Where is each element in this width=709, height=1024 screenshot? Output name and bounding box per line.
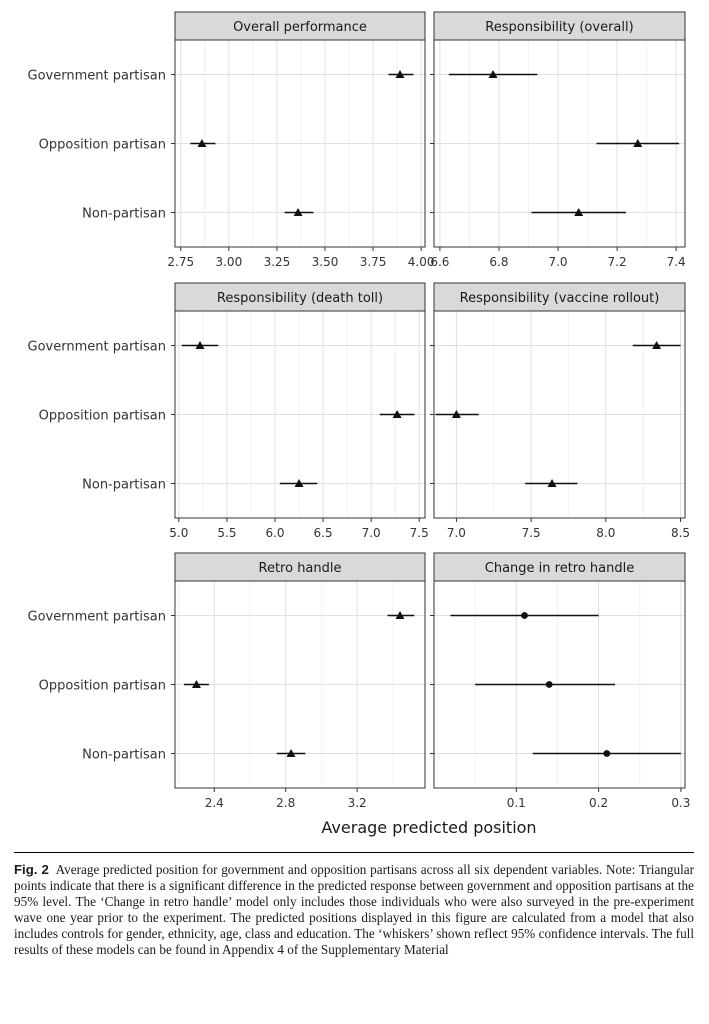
x-tick-label: 7.2: [608, 255, 627, 269]
category-label: Opposition partisan: [39, 409, 166, 424]
x-tick-label: 5.5: [217, 526, 236, 540]
facet-title: Responsibility (overall): [485, 20, 633, 35]
category-label: Government partisan: [28, 340, 166, 355]
category-label: Non-partisan: [82, 207, 166, 222]
estimate-triangle: [574, 208, 584, 216]
x-tick-label: 8.5: [671, 526, 690, 540]
x-tick-label: 3.25: [264, 255, 291, 269]
x-tick-label: 2.4: [205, 796, 224, 810]
facet-title: Overall performance: [233, 20, 367, 35]
facet-strip: [433, 282, 686, 312]
estimate-triangle: [547, 479, 557, 487]
category-label: Government partisan: [28, 610, 166, 625]
category-label: Opposition partisan: [39, 138, 166, 153]
x-tick-label: 3.2: [348, 796, 367, 810]
caption-text: Average predicted position for governmen…: [14, 862, 695, 957]
facet-strip: [174, 282, 426, 312]
caption-divider: [14, 852, 694, 853]
x-axis-title: Average predicted position: [321, 818, 536, 837]
x-tick-label: 8.0: [596, 526, 615, 540]
estimate-triangle: [395, 70, 405, 78]
x-tick-label: 4.00: [408, 255, 435, 269]
estimate-point: [545, 681, 553, 688]
estimate-point: [521, 612, 528, 619]
facet-strip: [433, 11, 686, 41]
facet-title: Responsibility (vaccine rollout): [460, 291, 660, 306]
estimate-point: [603, 750, 611, 757]
x-tick-label: 3.75: [360, 255, 387, 269]
facet-2: Responsibility (overall) 6.6 6.8 7.0 7.2 7.4: [430, 11, 686, 269]
estimate-triangle: [451, 410, 461, 418]
facet-strip: [174, 552, 426, 582]
x-tick-label: 0.1: [507, 796, 526, 810]
estimate-triangle: [488, 70, 498, 78]
facet-4: Responsibility (vaccine rollout) 7.0 7.5 8.…: [430, 282, 690, 540]
category-label: Government partisan: [28, 69, 166, 84]
estimate-triangle: [395, 611, 405, 619]
estimate-triangle: [286, 749, 296, 757]
x-tick-label: 6.8: [489, 255, 508, 269]
x-tick-label: 7.5: [522, 526, 541, 540]
faceted-dot-plot: Average predicted position Overall perfo…: [28, 11, 690, 837]
x-tick-label: 6.5: [314, 526, 333, 540]
x-tick-label: 6.6: [430, 255, 449, 269]
facet-5: Retro handle 2.4 2.8 3.2 Government partisan…: [28, 552, 426, 810]
x-tick-label: 3.50: [312, 255, 339, 269]
x-tick-label: 3.00: [215, 255, 242, 269]
facet-6: Change in retro handle 0.1 0.2 0.3: [430, 552, 690, 810]
x-tick-label: 0.3: [671, 796, 690, 810]
estimate-triangle: [294, 479, 304, 487]
x-tick-label: 6.0: [265, 526, 284, 540]
facet-strip: [174, 11, 426, 41]
figure-caption: Fig. 2 Average predicted position for go…: [14, 862, 694, 958]
x-tick-label: 5.0: [169, 526, 188, 540]
estimate-triangle: [392, 410, 402, 418]
x-tick-label: 7.0: [447, 526, 466, 540]
estimate-triangle: [633, 139, 643, 147]
estimate-triangle: [191, 680, 201, 688]
x-tick-label: 7.0: [362, 526, 381, 540]
x-tick-label: 7.0: [548, 255, 567, 269]
category-label: Non-partisan: [82, 478, 166, 493]
estimate-triangle: [293, 208, 303, 216]
category-label: Opposition partisan: [39, 679, 166, 694]
category-label: Non-partisan: [82, 748, 166, 763]
facet-strip: [433, 552, 686, 582]
estimate-triangle: [197, 139, 207, 147]
x-tick-label: 7.4: [667, 255, 686, 269]
facet-title: Retro handle: [259, 561, 342, 576]
figure-label: Fig. 2: [14, 862, 49, 877]
estimate-triangle: [652, 341, 662, 349]
facet-title: Responsibility (death toll): [217, 291, 383, 306]
facet-1: Overall performance 2.75 3.00 3.25 3.50 3.75 4…: [28, 11, 435, 269]
x-tick-label: 0.2: [589, 796, 608, 810]
facet-3: Responsibility (death toll) 5.0 5.5 6.0 6.5 7…: [28, 282, 429, 540]
x-tick-label: 2.8: [276, 796, 295, 810]
facet-title: Change in retro handle: [485, 561, 635, 576]
estimate-triangle: [195, 341, 205, 349]
x-tick-label: 2.75: [167, 255, 194, 269]
x-tick-label: 7.5: [410, 526, 429, 540]
